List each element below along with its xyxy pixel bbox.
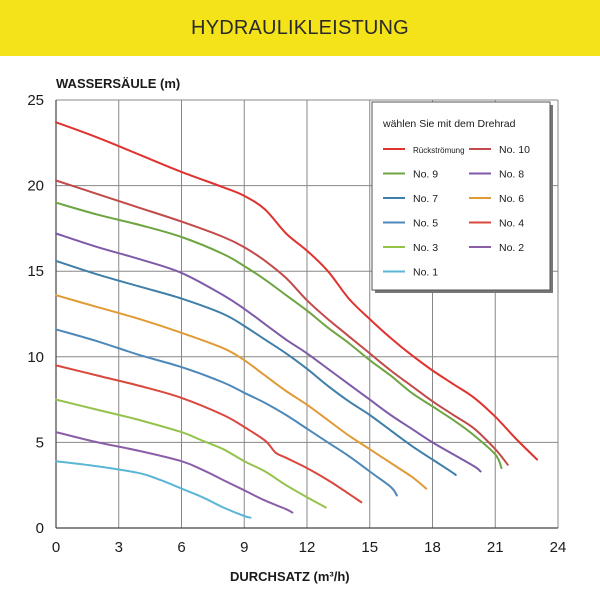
series-line-rückströmung	[55, 121, 539, 461]
y-tick-label: 20	[27, 178, 44, 195]
x-tick-label: 24	[550, 539, 567, 556]
legend: wählen Sie mit dem Drehrad Rückströmung No…	[371, 101, 553, 293]
legend-label: No. 6	[499, 193, 524, 205]
y-tick-label: 10	[27, 349, 44, 366]
series-line-no-7	[55, 259, 457, 476]
y-tick-label: 0	[36, 520, 44, 537]
legend-title: wählen Sie mit dem Drehrad	[382, 118, 516, 130]
legend-label: No. 10	[499, 144, 530, 156]
x-tick-label: 21	[487, 539, 504, 556]
axes	[55, 100, 558, 529]
x-tick-label: 0	[52, 539, 60, 556]
legend-label: No. 2	[499, 242, 524, 254]
series-line-no-3	[55, 398, 327, 509]
legend-label: No. 5	[413, 218, 438, 230]
legend-label: No. 3	[413, 242, 438, 254]
y-axis-label: WASSERSÄULE (m)	[56, 76, 180, 91]
legend-label: No. 1	[413, 267, 438, 279]
y-tick-label: 25	[27, 92, 44, 109]
series-line-no-8	[55, 232, 482, 473]
series-line-no-4	[55, 364, 363, 504]
tick-labels: 0 3 6 9 12 15 18 21 24 0 5 10 15 20 25	[27, 92, 566, 556]
title-bar: HYDRAULIKLEISTUNG	[0, 0, 600, 56]
series-line-no-2	[55, 431, 294, 514]
x-tick-label: 6	[177, 539, 185, 556]
x-tick-label: 15	[361, 539, 378, 556]
x-tick-label: 18	[424, 539, 441, 556]
legend-box	[371, 101, 551, 291]
legend-label: No. 9	[413, 169, 438, 181]
legend-label: No. 7	[413, 193, 438, 205]
legend-label: Rückströmung	[413, 146, 465, 155]
series-line-no-10	[55, 179, 509, 466]
series-line-no-5	[55, 328, 398, 497]
legend-label: No. 4	[499, 218, 524, 230]
series-lines	[55, 121, 539, 519]
x-tick-label: 3	[115, 539, 123, 556]
legend-label: No. 8	[499, 169, 524, 181]
series-line-no-9	[55, 201, 503, 470]
x-tick-label: 12	[299, 539, 316, 556]
y-tick-label: 5	[36, 434, 44, 451]
page-title: HYDRAULIKLEISTUNG	[191, 17, 409, 39]
series-line-no-1	[55, 460, 252, 519]
series-line-no-6	[55, 294, 428, 490]
x-tick-label: 9	[240, 539, 248, 556]
y-tick-label: 15	[27, 263, 44, 280]
x-axis-label: DURCHSATZ (m³/h)	[230, 569, 350, 584]
